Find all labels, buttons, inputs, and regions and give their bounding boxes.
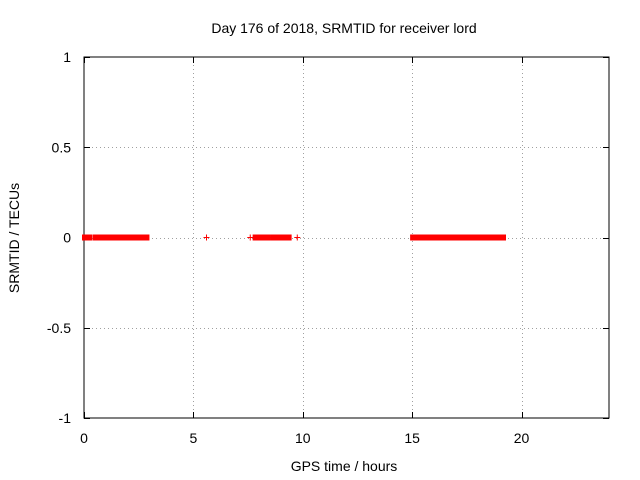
plot-frame	[83, 56, 610, 419]
x-tick-label: 15	[404, 430, 420, 446]
data-cluster	[261, 234, 270, 241]
data-point	[294, 234, 301, 241]
y-tick-label: -1	[59, 410, 72, 426]
x-axis-label: GPS time / hours	[291, 458, 398, 474]
x-tick-label: 20	[514, 430, 530, 446]
data-cluster	[451, 234, 506, 241]
grid	[84, 57, 609, 418]
x-tick-label: 5	[189, 430, 197, 446]
data-cluster	[92, 234, 150, 241]
x-tick-labels: 0 5 10 15 20	[80, 430, 529, 446]
data-cluster	[252, 234, 264, 241]
x-tick-label: 10	[295, 430, 311, 446]
y-tick-labels: -1 -0.5 0 0.5 1	[47, 49, 71, 426]
data-cluster	[82, 234, 93, 241]
data-point	[203, 234, 210, 241]
y-tick-label: 1	[63, 49, 71, 65]
chart-title: Day 176 of 2018, SRMTID for receiver lor…	[211, 20, 476, 36]
data-point	[266, 234, 273, 241]
y-tick-label: 0	[63, 230, 71, 246]
data-cluster	[410, 234, 454, 241]
x-tick-label: 0	[80, 430, 88, 446]
data-marks	[82, 234, 506, 241]
y-axis-label: SRMTID / TECUs	[6, 183, 22, 293]
y-tick-label: -0.5	[47, 320, 71, 336]
data-cluster	[270, 234, 292, 241]
y-tick-label: 0.5	[52, 139, 72, 155]
axis-ticks	[84, 57, 609, 419]
data-point	[247, 234, 254, 241]
